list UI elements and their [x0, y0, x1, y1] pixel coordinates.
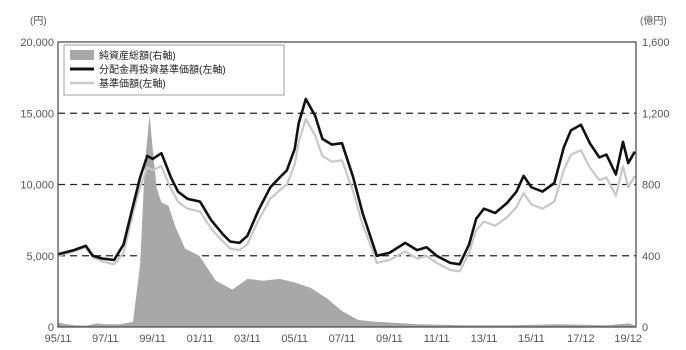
x-tick-label: 13/11 — [471, 333, 498, 345]
reinvested-price-line — [57, 97, 636, 266]
left-tick-label: 15,000 — [20, 108, 54, 120]
x-tick-label: 17/12 — [567, 333, 595, 345]
x-tick-label: 97/11 — [92, 333, 119, 345]
left-axis-ticks: 20,000 15,000 10,000 5,000 0 — [20, 37, 54, 334]
x-tick-label: 15/11 — [518, 333, 545, 345]
right-tick-label: 1,200 — [642, 108, 670, 120]
right-tick-label: 400 — [642, 251, 660, 263]
x-tick-label: 19/12 — [614, 333, 642, 345]
area-series-layer — [58, 115, 635, 327]
right-tick-label: 0 — [642, 322, 648, 334]
right-tick-label: 1,600 — [642, 37, 670, 49]
legend: 純資産総額(右軸)分配金再投資基準価額(左軸)基準価額(左軸) — [63, 44, 285, 96]
x-axis-ticks: 95/11 97/11 99/11 01/11 03/11 05/11 07/11 09/11… — [45, 333, 642, 345]
left-axis-unit: (円) — [30, 16, 47, 27]
right-tick-label: 800 — [642, 180, 660, 192]
left-tick-label: 0 — [48, 322, 54, 334]
x-tick-label: 09/11 — [376, 333, 403, 345]
legend-reinvested-price-label: 分配金再投資基準価額(左軸) — [99, 63, 226, 76]
line-series-layer — [57, 97, 636, 273]
x-tick-label: 95/11 — [45, 333, 72, 345]
legend-net-assets-label: 純資産総額(右軸) — [99, 49, 176, 62]
x-tick-label: 05/11 — [281, 333, 308, 345]
x-tick-label: 99/11 — [139, 333, 166, 345]
left-tick-label: 10,000 — [20, 180, 54, 192]
right-axis-unit: (億円) — [640, 14, 667, 27]
legend-box — [63, 44, 285, 96]
x-tick-label: 07/11 — [329, 333, 356, 345]
left-tick-label: 5,000 — [26, 251, 54, 263]
x-tick-label: 01/11 — [187, 333, 214, 345]
legend-base-price-label: 基準価額(左軸) — [99, 77, 166, 90]
legend-net-assets-swatch — [70, 50, 94, 60]
x-tick-label: 11/11 — [424, 333, 450, 345]
x-tick-label: 03/11 — [234, 333, 261, 345]
plot-frame — [57, 41, 637, 328]
base-price-line — [57, 117, 636, 273]
right-axis-ticks: 1,600 1,200 800 400 0 — [642, 37, 670, 334]
net-assets-area — [58, 115, 635, 327]
left-tick-label: 20,000 — [20, 37, 54, 49]
